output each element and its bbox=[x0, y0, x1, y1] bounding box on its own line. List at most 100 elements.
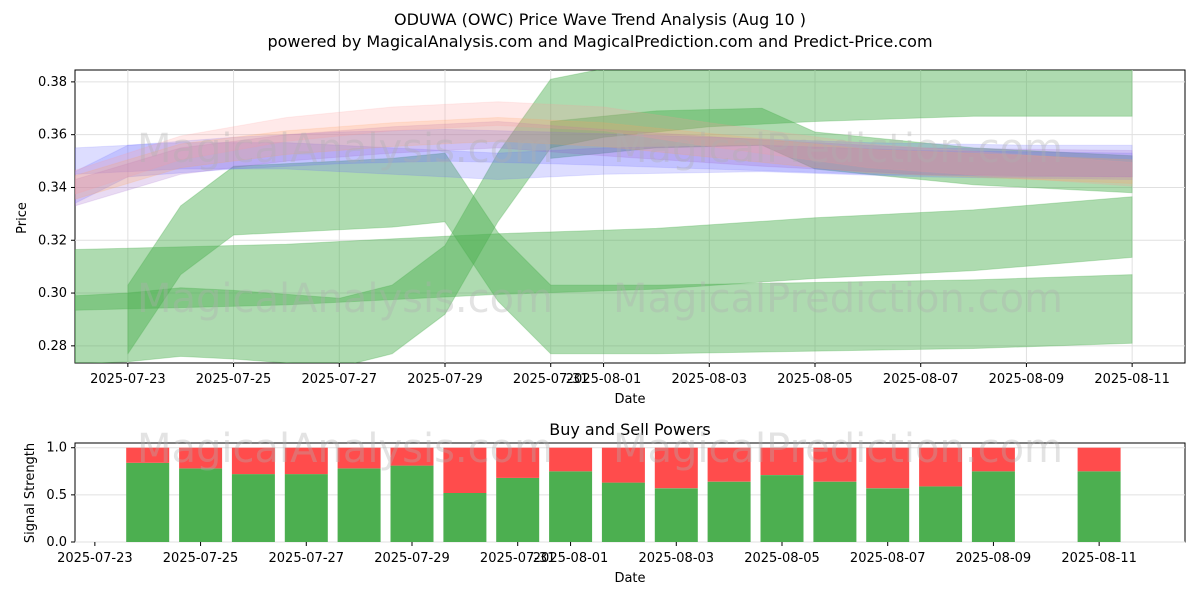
price-panel: MagicalAnalysis.com MagicalPrediction.co… bbox=[15, 69, 1186, 407]
signal-x-tick-label: 2025-08-11 bbox=[1061, 551, 1137, 566]
buy-bar bbox=[337, 468, 381, 542]
chart-subtitle: powered by MagicalAnalysis.com and Magic… bbox=[267, 32, 932, 51]
price-x-tick-label: 2025-07-27 bbox=[302, 372, 378, 387]
price-x-tick-label: 2025-07-25 bbox=[196, 372, 272, 387]
price-x-tick-label: 2025-07-29 bbox=[407, 372, 483, 387]
sell-bar bbox=[601, 447, 645, 483]
signal-title: Buy and Sell Powers bbox=[549, 420, 711, 439]
buy-bar bbox=[707, 481, 751, 542]
wave-band-orange-7 bbox=[75, 117, 1133, 200]
buy-bar bbox=[654, 488, 698, 542]
sell-bar bbox=[760, 447, 804, 475]
sell-bar bbox=[179, 447, 223, 469]
wave-band-blue-4 bbox=[75, 128, 1133, 204]
signal-x-label: Date bbox=[614, 571, 645, 586]
price-waves bbox=[75, 70, 1133, 363]
chart-title: ODUWA (OWC) Price Wave Trend Analysis (A… bbox=[394, 10, 806, 29]
wave-band-green-3 bbox=[550, 107, 1133, 194]
watermark-left: MagicalAnalysis.com bbox=[137, 126, 553, 172]
price-y-tick-label: 0.28 bbox=[38, 339, 67, 354]
sell-bar bbox=[919, 447, 963, 487]
price-x-tick-label: 2025-08-07 bbox=[883, 372, 959, 387]
signal-x-tick-label: 2025-08-01 bbox=[533, 551, 609, 566]
sell-bar bbox=[866, 447, 910, 489]
signal-y-tick-label: 0.5 bbox=[46, 488, 67, 503]
sell-bar bbox=[231, 447, 275, 475]
signal-x-ticks: 2025-07-23 2025-07-25 2025-07-27 2025-07-29… bbox=[57, 542, 1137, 566]
price-x-tick-label: 2025-08-09 bbox=[989, 372, 1065, 387]
signal-x-tick-label: 2025-08-09 bbox=[956, 551, 1032, 566]
wave-band-green-0 bbox=[75, 196, 1133, 311]
watermark-right: MagicalPrediction.com bbox=[613, 126, 1063, 172]
price-y-tick-label: 0.34 bbox=[38, 180, 67, 195]
buy-bar bbox=[443, 493, 487, 542]
wave-band-blue-5 bbox=[75, 142, 1133, 180]
price-y-tick-label: 0.30 bbox=[38, 286, 67, 301]
sell-bar bbox=[337, 447, 381, 469]
watermark-right-lower: MagicalPrediction.com bbox=[613, 276, 1063, 322]
sell-bar bbox=[1077, 447, 1121, 472]
buy-bar bbox=[284, 474, 328, 542]
wave-band-green-1 bbox=[75, 70, 1133, 363]
sell-bar bbox=[813, 447, 857, 482]
signal-x-tick-label: 2025-07-23 bbox=[57, 551, 133, 566]
sell-bar bbox=[126, 447, 170, 463]
signal-x-tick-label: 2025-08-07 bbox=[850, 551, 926, 566]
wave-band-pink-8 bbox=[75, 101, 1133, 195]
buy-bar bbox=[231, 474, 275, 542]
sell-bar bbox=[549, 447, 593, 472]
price-x-ticks: 2025-07-23 2025-07-25 2025-07-27 2025-07-29… bbox=[90, 363, 1170, 387]
buy-bar bbox=[496, 477, 540, 542]
sell-bar bbox=[496, 447, 540, 478]
buy-bar bbox=[919, 486, 963, 542]
price-y-ticks: 0.28 0.30 0.32 0.34 0.36 0.38 bbox=[38, 75, 75, 354]
price-y-tick-label: 0.38 bbox=[38, 75, 67, 90]
watermark-right-signal: MagicalPrediction.com bbox=[613, 426, 1063, 472]
price-x-tick-label: 2025-08-01 bbox=[566, 372, 642, 387]
signal-y-tick-label: 0.0 bbox=[46, 535, 67, 550]
signal-x-tick-label: 2025-07-27 bbox=[269, 551, 345, 566]
watermark-left-lower: MagicalAnalysis.com bbox=[137, 276, 553, 322]
sell-bar bbox=[443, 447, 487, 493]
signal-y-tick-label: 1.0 bbox=[46, 441, 67, 456]
buy-bar bbox=[179, 468, 223, 542]
signal-panel: Buy and Sell Powers MagicalAnalysis.com … bbox=[23, 420, 1186, 586]
price-x-tick-label: 2025-08-05 bbox=[777, 372, 853, 387]
watermark-left-signal: MagicalAnalysis.com bbox=[137, 426, 553, 472]
buy-bar bbox=[760, 475, 804, 542]
buy-bar bbox=[1077, 471, 1121, 542]
signal-x-tick-label: 2025-08-05 bbox=[744, 551, 820, 566]
buy-bar bbox=[971, 471, 1015, 542]
price-y-tick-label: 0.32 bbox=[38, 233, 67, 248]
price-x-tick-label: 2025-08-03 bbox=[672, 372, 748, 387]
buy-bar bbox=[813, 481, 857, 542]
sell-bar bbox=[707, 447, 751, 482]
signal-y-label: Signal Strength bbox=[23, 443, 38, 543]
wave-band-purple-6 bbox=[75, 121, 1133, 207]
price-y-tick-label: 0.36 bbox=[38, 128, 67, 143]
price-x-tick-label: 2025-07-31 bbox=[513, 372, 589, 387]
signal-y-ticks: 0.0 0.5 1.0 bbox=[46, 441, 75, 550]
signal-x-tick-label: 2025-07-25 bbox=[163, 551, 239, 566]
signal-bars bbox=[126, 447, 1121, 542]
sell-bar bbox=[284, 447, 328, 475]
sell-bar bbox=[390, 447, 434, 466]
price-y-label: Price bbox=[15, 202, 30, 234]
price-x-tick-label: 2025-08-11 bbox=[1094, 372, 1170, 387]
price-x-label: Date bbox=[614, 392, 645, 407]
buy-bar bbox=[601, 482, 645, 542]
price-x-tick-label: 2025-07-23 bbox=[90, 372, 166, 387]
signal-x-tick-label: 2025-08-03 bbox=[639, 551, 715, 566]
buy-bar bbox=[126, 462, 170, 542]
buy-bar bbox=[549, 471, 593, 542]
signal-x-tick-label: 2025-07-29 bbox=[374, 551, 450, 566]
signal-x-tick-label: 2025-07-31 bbox=[480, 551, 556, 566]
buy-bar bbox=[866, 488, 910, 542]
price-plot-area bbox=[74, 69, 1186, 364]
wave-band-green-2 bbox=[127, 152, 1133, 355]
price-grid bbox=[75, 70, 1185, 363]
sell-bar bbox=[654, 447, 698, 489]
buy-bar bbox=[390, 465, 434, 542]
sell-bar bbox=[971, 447, 1015, 472]
